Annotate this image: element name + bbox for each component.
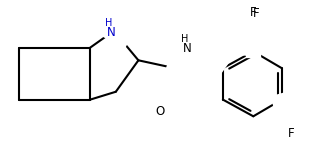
Text: H: H xyxy=(105,18,113,28)
Text: N: N xyxy=(107,26,115,39)
Text: F: F xyxy=(253,7,260,20)
Text: N: N xyxy=(183,42,192,55)
Text: F: F xyxy=(250,6,256,19)
Text: O: O xyxy=(155,105,165,118)
Text: H: H xyxy=(181,34,188,44)
Text: F: F xyxy=(288,127,295,140)
